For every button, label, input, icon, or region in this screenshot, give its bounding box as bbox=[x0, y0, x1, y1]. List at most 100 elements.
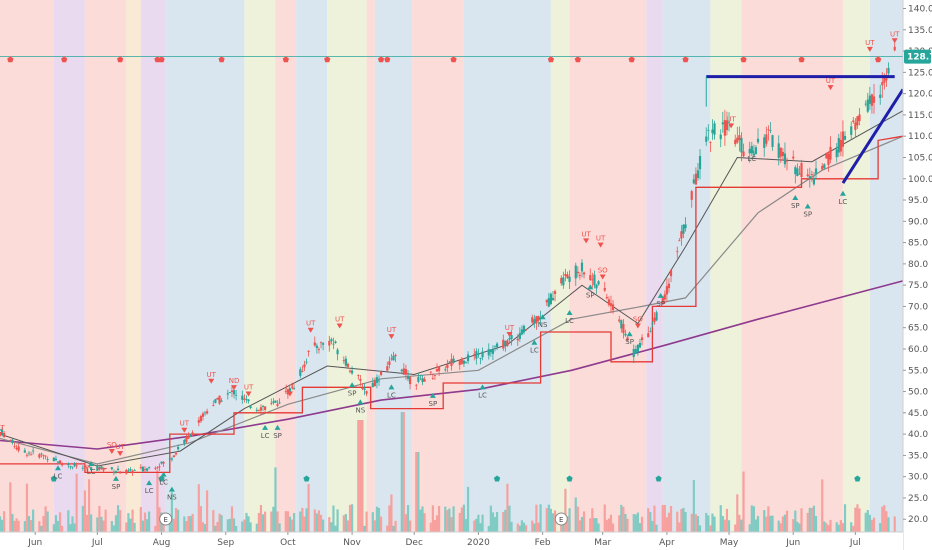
candle-body-140 bbox=[404, 369, 408, 375]
candle-body-64 bbox=[185, 436, 188, 442]
candle-body-129 bbox=[373, 380, 376, 387]
signal-label-26: NS bbox=[538, 321, 548, 329]
volume-bar-222 bbox=[640, 516, 644, 532]
y-tick-label-9: 65.0 bbox=[908, 324, 928, 334]
candle-body-178 bbox=[516, 338, 519, 341]
candle-body-13 bbox=[38, 454, 41, 458]
last-price-badge bbox=[904, 49, 931, 64]
signal-arrow-23 bbox=[479, 384, 486, 390]
signal-label-2: LC bbox=[87, 468, 96, 476]
signal-label-24: UT bbox=[505, 324, 515, 332]
volume-bar-204 bbox=[591, 508, 594, 532]
volume-bar-96 bbox=[276, 511, 279, 532]
volume-bar-71 bbox=[203, 523, 207, 532]
volume-bar-105 bbox=[303, 516, 306, 532]
volume-bar-261 bbox=[754, 519, 758, 532]
x-tick-label-12: Jun bbox=[785, 538, 800, 548]
signal-arrow-29 bbox=[597, 242, 604, 248]
candle-body-150 bbox=[433, 375, 437, 376]
signal-label-38: SP bbox=[803, 211, 812, 219]
candle-body-217 bbox=[626, 337, 629, 341]
candle-body-72 bbox=[206, 411, 209, 414]
volume-bar-22 bbox=[61, 525, 64, 532]
bottom-marker-1 bbox=[158, 475, 165, 482]
candle-body-306 bbox=[885, 78, 888, 81]
candle-body-244 bbox=[707, 129, 710, 131]
candle-body-93 bbox=[270, 402, 273, 404]
volume-bar-259 bbox=[750, 505, 753, 532]
volume-bar-258 bbox=[748, 524, 751, 532]
candle-body-304 bbox=[881, 82, 884, 86]
candle-body-248 bbox=[719, 134, 722, 140]
candle-body-270 bbox=[781, 151, 784, 157]
volume-bar-214 bbox=[620, 504, 623, 532]
volume-bar-181 bbox=[522, 522, 526, 532]
candle-body-208 bbox=[603, 287, 606, 291]
candle-body-80 bbox=[230, 390, 234, 393]
top-marker-5 bbox=[218, 56, 225, 63]
volume-bar-34 bbox=[98, 506, 101, 532]
volume-bar-31 bbox=[87, 479, 91, 532]
volume-bar-97 bbox=[278, 523, 281, 532]
y-tick-label-15: 95.0 bbox=[908, 196, 928, 206]
candle-body-127 bbox=[365, 391, 368, 394]
y-tick-label-17: 105.0 bbox=[908, 153, 932, 163]
volume-bar-79 bbox=[228, 518, 231, 532]
volume-bar-73 bbox=[212, 510, 215, 532]
signal-arrow-32 bbox=[626, 331, 633, 337]
volume-bar-247 bbox=[713, 516, 716, 532]
signal-label-1: LC bbox=[54, 472, 63, 480]
candle-body-247 bbox=[713, 123, 716, 135]
volume-bar-114 bbox=[330, 522, 333, 532]
volume-bar-151 bbox=[435, 515, 439, 532]
signal-arrow-21 bbox=[388, 384, 395, 390]
volume-bar-146 bbox=[421, 506, 424, 532]
volume-bar-303 bbox=[879, 523, 882, 532]
candle-body-297 bbox=[858, 114, 861, 121]
volume-bar-118 bbox=[342, 515, 345, 532]
candle-body-67 bbox=[191, 432, 194, 435]
signal-label-18: SP bbox=[348, 389, 357, 397]
band-19 bbox=[741, 0, 843, 532]
signal-label-34: SP bbox=[656, 300, 665, 308]
candle-body-55 bbox=[158, 466, 161, 468]
candle-body-145 bbox=[419, 375, 422, 377]
signal-arrow-17 bbox=[336, 323, 343, 329]
earnings-label-1: E bbox=[559, 516, 563, 524]
volume-bar-134 bbox=[388, 505, 391, 532]
volume-bar-103 bbox=[299, 511, 302, 532]
volume-bar-235 bbox=[680, 508, 683, 532]
volume-bar-209 bbox=[605, 519, 608, 532]
volume-bar-169 bbox=[489, 505, 492, 532]
candle-body-69 bbox=[199, 416, 202, 422]
band-10 bbox=[366, 0, 375, 532]
candles bbox=[0, 38, 896, 476]
volume-bar-78 bbox=[226, 519, 229, 532]
candle-body-227 bbox=[655, 312, 658, 321]
candle-body-170 bbox=[491, 350, 495, 354]
top-marker-11 bbox=[547, 56, 555, 63]
candle-body-58 bbox=[168, 458, 171, 460]
signal-label-28: UT bbox=[581, 230, 591, 238]
volume-bar-85 bbox=[245, 512, 248, 532]
volume-bar-132 bbox=[379, 516, 383, 532]
signal-arrow-5 bbox=[112, 475, 119, 481]
volume-bar-15 bbox=[42, 515, 45, 532]
candle-body-267 bbox=[771, 135, 774, 147]
volume-bar-227 bbox=[655, 524, 658, 532]
top-marker-8 bbox=[377, 56, 385, 63]
signal-arrow-2 bbox=[88, 461, 95, 467]
band-12 bbox=[412, 0, 464, 532]
candle-body-91 bbox=[261, 405, 265, 407]
volume-bar-69 bbox=[199, 506, 202, 532]
last-price-group: 128.7 bbox=[904, 49, 932, 64]
signal-label-23: LC bbox=[478, 391, 487, 399]
candle-body-144 bbox=[417, 377, 420, 382]
signal-label-22: SP bbox=[429, 400, 438, 408]
volume-bar-106 bbox=[305, 508, 308, 532]
volume-bar-98 bbox=[284, 511, 287, 532]
volume-bar-175 bbox=[506, 483, 509, 532]
candle-body-183 bbox=[531, 317, 534, 323]
